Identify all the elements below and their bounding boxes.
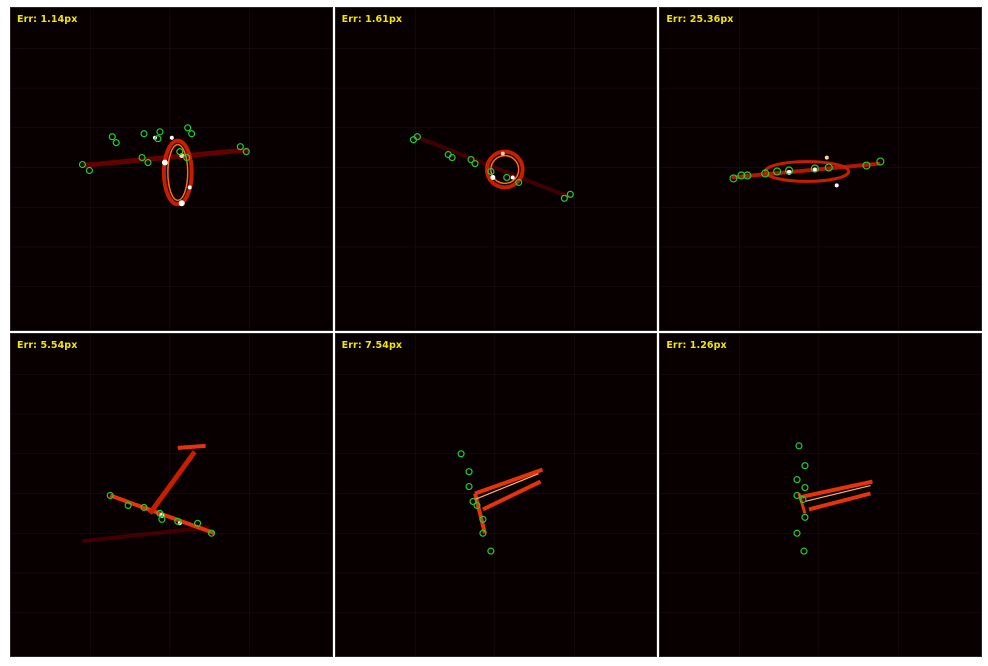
keypoint-markers [729,157,885,183]
heat-structure [472,467,543,534]
keypoint-markers [793,442,809,555]
keypoint-markers [78,124,250,175]
heat-structure [797,479,874,514]
heat-structure [82,135,250,207]
error-label: Err: 25.36px [666,14,734,25]
heatmap-panel-2: Err: 1.61px [334,7,658,331]
error-heatmap-grid: Err: 1.14px [10,7,982,657]
heat-structure [731,155,881,188]
heatmap-plot [335,334,657,656]
keypoint-markers [106,491,216,537]
error-label: Err: 7.54px [341,340,403,351]
heatmap-plot [660,8,981,330]
heatmap-plot [11,8,332,330]
error-label: Err: 1.61px [341,14,403,25]
error-label: Err: 1.14px [17,14,78,25]
heatmap-panel-3: Err: 25.36px [659,7,982,331]
heatmap-panel-4: Err: 5.54px [10,333,333,657]
heatmap-plot [11,334,332,656]
heatmap-plot [660,334,981,656]
keypoint-markers [409,133,574,202]
heat-structure [412,133,571,200]
heatmap-panel-5: Err: 7.54px [334,333,658,657]
keypoint-markers [457,450,495,555]
heatmap-panel-6: Err: 1.26px [659,333,982,657]
error-label: Err: 5.54px [17,340,78,351]
error-label: Err: 1.26px [666,340,727,351]
heatmap-plot [335,8,657,330]
heatmap-panel-1: Err: 1.14px [10,7,333,331]
